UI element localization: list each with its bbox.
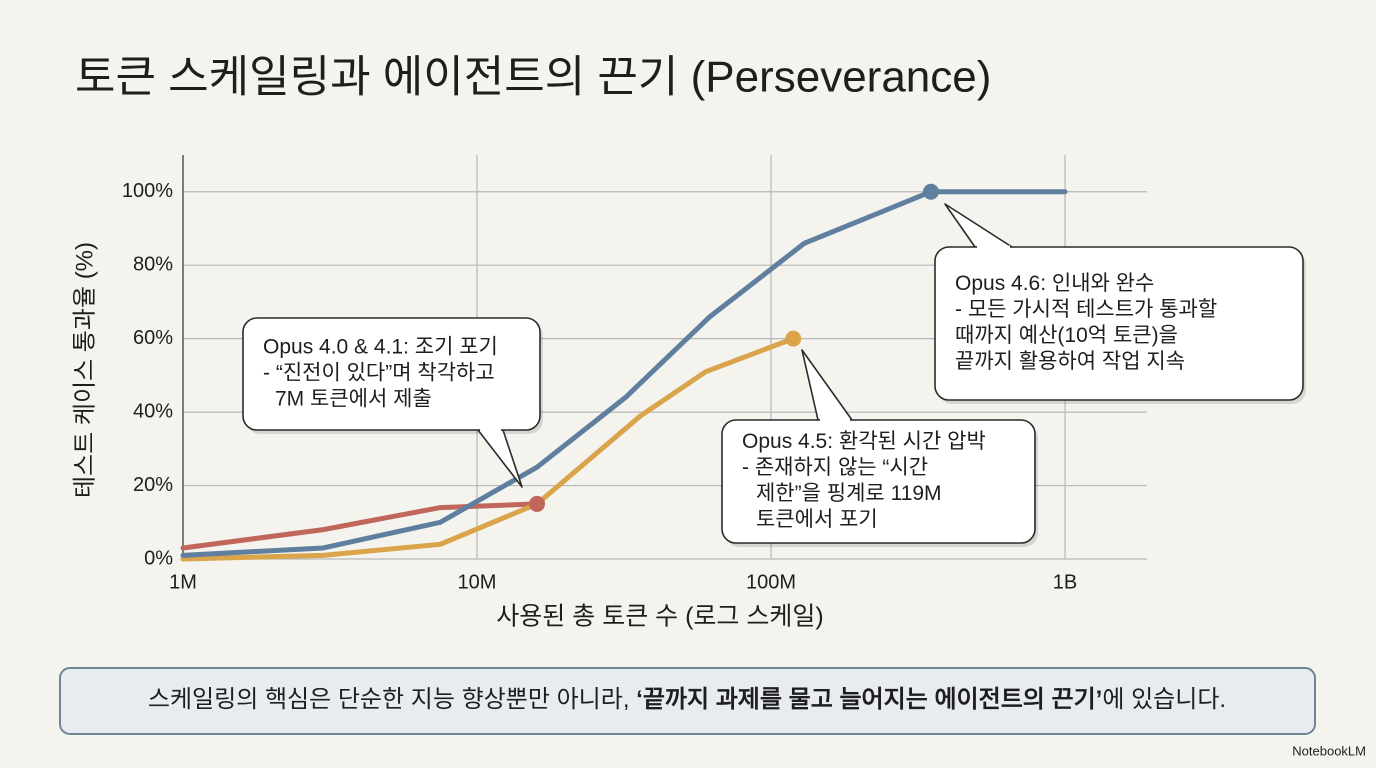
series-marker — [529, 495, 546, 512]
callout-text: 때까지 예산(10억 토큰)을 — [955, 324, 1178, 347]
series-marker — [785, 330, 802, 347]
callout-text: - 모든 가시적 테스트가 통과할 — [955, 298, 1217, 321]
callout-box — [721, 419, 1036, 544]
callout-text: - “진전이 있다”며 착각하고 — [263, 362, 495, 385]
chart-title: 토큰 스케일링과 에이전트의 끈기 (Perseverance) — [75, 53, 991, 102]
y-tick-label: 80% — [133, 253, 173, 275]
callout-text: 7M 토큰에서 제출 — [275, 388, 432, 411]
y-axis-title: 테스트 케이스 통과율 (%) — [71, 242, 98, 498]
y-tick-label: 60% — [133, 327, 173, 349]
footer-emphasis: ‘끝까지 과제를 물고 늘어지는 에이전트의 끈기’ — [636, 686, 1102, 713]
series-line — [180, 189, 1068, 558]
plot: 0% 20% 40% 60% 80% 100% 1M 10M 100M 1B Opus 4.0 & … — [122, 155, 1306, 593]
callout-text: 끝까지 활용하여 작업 지속 — [955, 350, 1185, 373]
y-tick-label: 100% — [122, 180, 173, 202]
callout-text: 토큰에서 포기 — [756, 508, 878, 531]
footer-text: 스케일링의 핵심은 단순한 지능 향상뿐만 아니라, ‘끝까지 과제를 물고 늘… — [148, 686, 1226, 713]
y-tick-label: 40% — [133, 400, 173, 422]
x-tick-label: 10M — [458, 571, 497, 593]
callout-box — [934, 246, 1304, 401]
callout-text: Opus 4.6: 인내와 완수 — [955, 272, 1154, 295]
y-tick-label: 0% — [144, 547, 173, 569]
callout-text: 제한”을 핑계로 119M — [756, 482, 942, 505]
x-tick-label: 100M — [746, 571, 796, 593]
watermark: NotebookLM — [1292, 743, 1366, 758]
x-tick-label: 1M — [169, 571, 197, 593]
series-marker — [922, 183, 939, 200]
footer-before: 스케일링의 핵심은 단순한 지능 향상뿐만 아니라, — [148, 686, 636, 713]
y-tick-label: 20% — [133, 474, 173, 496]
callout-box — [242, 317, 541, 431]
callout: Opus 4.0 & 4.1: 조기 포기 - “진전이 있다”며 착각하고 7M … — [242, 317, 543, 488]
callout-text: Opus 4.5: 환각된 시간 압박 — [742, 430, 986, 453]
callout-text: - 존재하지 않는 “시간 — [742, 456, 928, 479]
series-line — [180, 501, 540, 551]
callout-text: Opus 4.0 & 4.1: 조기 포기 — [263, 336, 498, 359]
footer-box — [59, 667, 1316, 735]
x-tick-label: 1B — [1053, 571, 1077, 593]
x-axis-title: 사용된 총 토큰 수 (로그 스케일) — [496, 603, 823, 631]
footer-after: 에 있습니다. — [1102, 686, 1226, 713]
